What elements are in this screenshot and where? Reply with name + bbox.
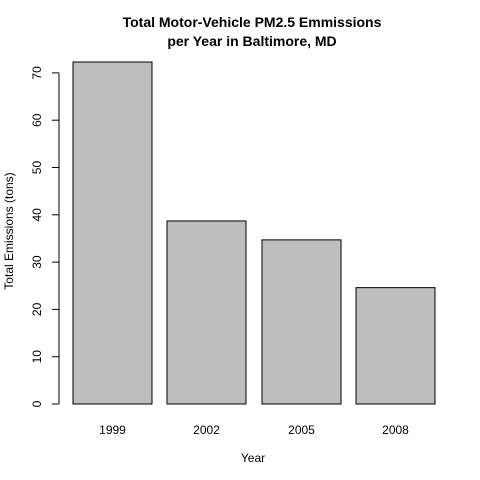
y-tick-label: 0	[30, 400, 44, 407]
y-tick-label: 20	[30, 302, 44, 316]
bars	[72, 61, 436, 405]
x-tick-label: 2002	[193, 423, 220, 437]
y-tick-label: 50	[30, 161, 44, 175]
y-axis: 0 10 20 30 40 50 60 70	[30, 66, 60, 407]
bar-2005	[261, 239, 342, 405]
x-tick-label: 2008	[382, 423, 409, 437]
chart-title-line-1: Total Motor-Vehicle PM2.5 Emmissions	[123, 14, 382, 30]
x-axis-label: Year	[241, 451, 265, 465]
y-tick-label: 30	[30, 255, 44, 269]
bar-2002	[166, 220, 247, 405]
y-axis-label: Total Emissions (tons)	[2, 172, 16, 289]
y-tick-label: 70	[30, 66, 44, 80]
bar-1999	[72, 61, 153, 405]
bar-2008	[355, 287, 436, 405]
chart-title-line-2: per Year in Baltimore, MD	[167, 33, 336, 49]
y-tick-label: 60	[30, 113, 44, 127]
y-tick-label: 10	[30, 350, 44, 364]
x-tick-labels: 1999 2002 2005 2008	[99, 423, 409, 437]
x-tick-label: 2005	[288, 423, 315, 437]
y-tick-label: 40	[30, 208, 44, 222]
x-tick-label: 1999	[99, 423, 126, 437]
